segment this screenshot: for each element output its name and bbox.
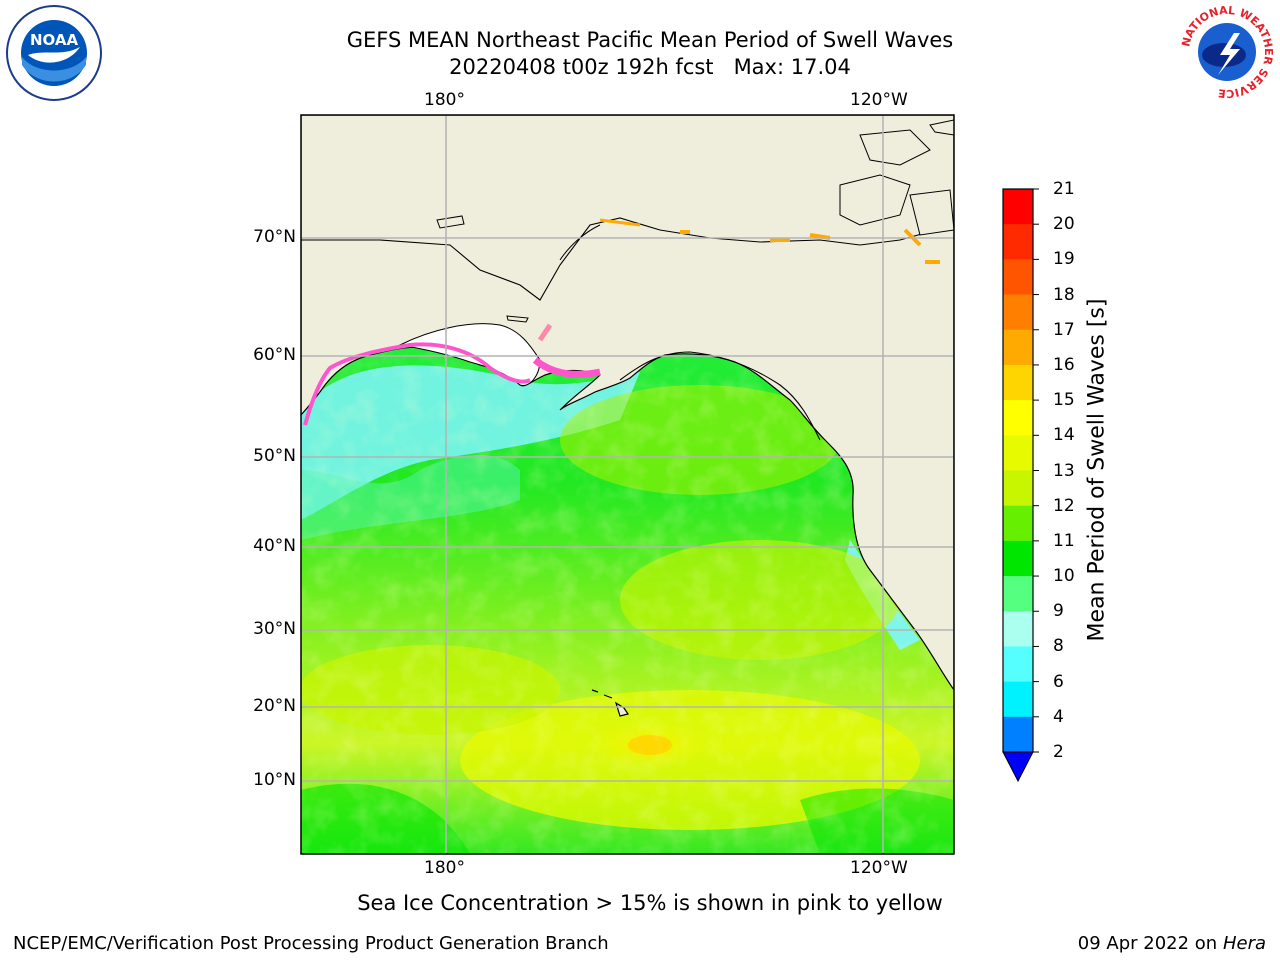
colorbar-tick-label: 19	[1053, 249, 1075, 270]
colorbar-segment	[1003, 470, 1033, 507]
lat-label-30n: 30°N	[253, 619, 296, 639]
colorbar-segment	[1003, 681, 1033, 718]
colorbar-segment	[1003, 400, 1033, 436]
colorbar-tick-label: 10	[1053, 566, 1075, 587]
colorbar-tick-label: 17	[1053, 319, 1075, 340]
colorbar-segment	[1003, 329, 1033, 366]
lon-label-bottom-180: 180°	[424, 858, 465, 878]
lat-label-40n: 40°N	[253, 536, 296, 556]
colorbar-tick-label: 9	[1053, 601, 1064, 622]
colorbar-tick-label: 11	[1053, 530, 1075, 551]
lat-label-60n: 60°N	[253, 345, 296, 365]
lat-label-10n: 10°N	[253, 770, 296, 790]
colorbar-segment	[1003, 224, 1033, 260]
colorbar-segment	[1003, 505, 1033, 542]
graticule	[301, 115, 954, 854]
lon-label-top-180: 180°	[424, 90, 465, 110]
colorbar-segment	[1003, 294, 1033, 331]
footer-date: 09 Apr 2022 on Hera	[1078, 933, 1266, 954]
colorbar-segment	[1003, 716, 1033, 753]
colorbar-segment	[1003, 576, 1033, 612]
lon-label-top-120w: 120°W	[850, 90, 908, 110]
colorbar-tick-label: 2	[1053, 742, 1064, 762]
colorbar-tick-label: 21	[1053, 179, 1075, 199]
colorbar-tick-label: 6	[1053, 671, 1064, 692]
colorbar-tick-label: 13	[1053, 460, 1075, 481]
colorbar-segment	[1003, 646, 1033, 683]
map-frame	[300, 114, 955, 855]
colorbar-tick-label: 15	[1053, 390, 1075, 411]
colorbar-tick-label: 8	[1053, 636, 1064, 657]
footer-host: Hera	[1222, 933, 1266, 954]
colorbar-tick-label: 4	[1053, 706, 1064, 727]
noaa-logo: NOAA	[6, 5, 102, 105]
colorbar-extend-arrow	[1002, 751, 1034, 783]
colorbar-segment	[1003, 540, 1033, 577]
map-area	[301, 115, 954, 854]
colorbar-tick-label: 14	[1053, 425, 1075, 446]
footer-credit: NCEP/EMC/Verification Post Processing Pr…	[13, 933, 609, 954]
lat-label-50n: 50°N	[253, 446, 296, 466]
lat-label-70n: 70°N	[253, 227, 296, 247]
footer-date-text: 09 Apr 2022 on	[1077, 933, 1223, 954]
chart-title: GEFS MEAN Northeast Pacific Mean Period …	[346, 28, 954, 52]
lat-label-20n: 20°N	[253, 696, 296, 716]
colorbar-segment	[1003, 364, 1033, 401]
colorbar-tick-label: 16	[1053, 354, 1075, 375]
colorbar-segment	[1003, 435, 1033, 471]
sea-ice-note: Sea Ice Concentration > 15% is shown in …	[357, 891, 943, 915]
svg-text:NOAA: NOAA	[30, 31, 79, 49]
colorbar-frame	[1002, 188, 1034, 753]
colorbar-tick-label: 12	[1053, 495, 1075, 516]
colorbar-tick-label: 20	[1053, 214, 1075, 235]
colorbar-segment	[1003, 189, 1033, 225]
colorbar-label: Mean Period of Swell Waves [s]	[1084, 298, 1110, 642]
colorbar	[1003, 188, 1039, 753]
colorbar-tick-label: 18	[1053, 284, 1075, 305]
colorbar-segment	[1003, 259, 1033, 296]
chart-subtitle: 20220408 t00z 192h fcst Max: 17.04	[449, 55, 851, 79]
lon-label-bottom-120w: 120°W	[850, 858, 908, 878]
nws-logo: NATIONAL WEATHER SERVICE	[1178, 3, 1276, 105]
colorbar-segment	[1003, 611, 1033, 647]
